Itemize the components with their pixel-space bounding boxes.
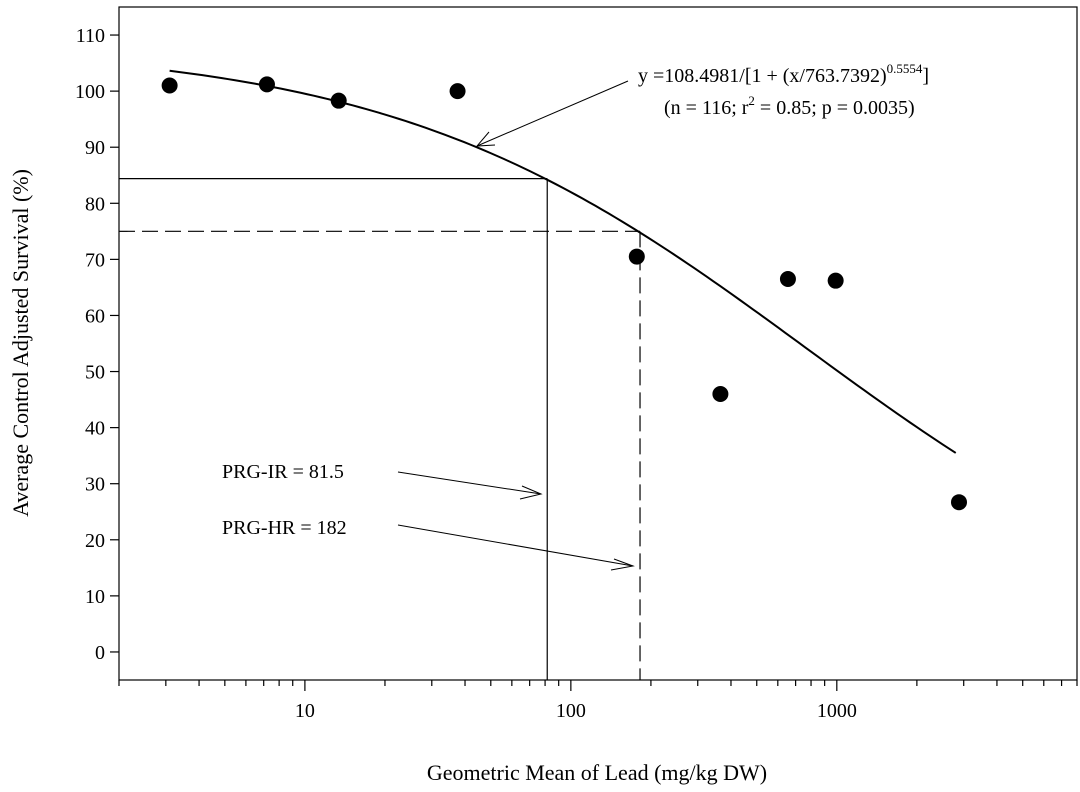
y-axis-label: Average Control Adjusted Survival (%) (8, 169, 33, 517)
prg-ir-label: PRG-IR = 81.5 (222, 461, 344, 483)
threshold-lines (119, 178, 641, 680)
data-point (628, 248, 645, 265)
equation-exponent: 0.5554 (887, 61, 923, 76)
equation-arrow (476, 80, 629, 147)
y-tick-label: 0 (95, 642, 105, 664)
x-tick-label: 1000 (817, 700, 857, 722)
y-tick-label: 60 (85, 305, 105, 327)
y-axis-ticks: 0 10 20 30 40 50 60 70 80 90 100 110 (75, 25, 119, 664)
fit-curve (169, 69, 957, 454)
y-tick-label: 50 (85, 362, 105, 384)
prg-hr-label: PRG-HR = 182 (222, 517, 347, 539)
data-point (161, 77, 178, 94)
stats-sup: 2 (748, 93, 755, 108)
data-point (950, 494, 967, 511)
equation-main: y =108.4981/[1 + (x/763.7392) (638, 65, 887, 87)
equation-close: ] (922, 65, 929, 87)
equation-arrowhead (475, 131, 496, 147)
x-axis-ticks: 10 100 1000 (118, 680, 1078, 722)
stats-rest: = 0.85; p = 0.0035) (755, 97, 915, 119)
stats-annotation: (n = 116; r2 = 0.85; p = 0.0035) (664, 93, 915, 119)
data-point (712, 385, 729, 402)
y-tick-label: 110 (76, 25, 105, 47)
y-tick-label: 30 (85, 474, 105, 496)
y-tick-label: 90 (85, 137, 105, 159)
data-point (258, 76, 275, 93)
x-tick-label: 10 (295, 700, 315, 722)
prg-ir-arrowhead (519, 485, 543, 500)
stats-open: (n = 116; r (664, 97, 749, 119)
data-point (330, 92, 347, 109)
y-tick-label: 40 (85, 418, 105, 440)
y-tick-label: 100 (75, 81, 105, 103)
x-tick-label: 100 (556, 700, 586, 722)
y-tick-label: 80 (85, 193, 105, 215)
prg-hr-arrowhead (610, 558, 635, 571)
y-tick-label: 20 (85, 530, 105, 552)
data-point (827, 272, 844, 289)
data-points (161, 76, 967, 511)
plot-frame (118, 6, 1078, 681)
x-axis-label: Geometric Mean of Lead (mg/kg DW) (427, 760, 767, 785)
prg-ir-arrow (397, 471, 542, 495)
data-point (449, 83, 466, 100)
data-point (779, 271, 796, 288)
y-tick-label: 70 (85, 249, 105, 271)
prg-hr-arrow (397, 524, 634, 567)
equation-annotation: y =108.4981/[1 + (x/763.7392)0.5554] (638, 61, 929, 87)
y-tick-label: 10 (85, 586, 105, 608)
